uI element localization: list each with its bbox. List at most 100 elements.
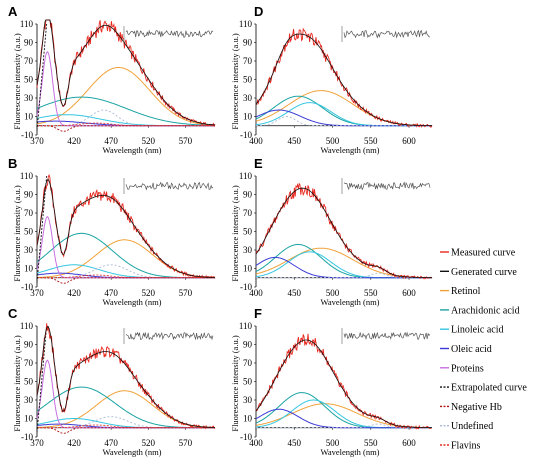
y-tick-label: 50 xyxy=(24,227,34,237)
legend-label-oleic: Oleic acid xyxy=(451,344,492,355)
x-tick-label: 470 xyxy=(104,136,118,146)
y-tick-label: -10 xyxy=(21,432,33,442)
y-tick-label: 110 xyxy=(239,171,253,181)
panel-letter: A xyxy=(8,4,18,19)
measured-curve xyxy=(255,27,433,128)
x-tick-label: 570 xyxy=(179,438,193,448)
flavins-curve xyxy=(37,274,215,279)
linoleic-curve xyxy=(255,251,432,279)
flavins-curve xyxy=(37,424,215,429)
residual-curve xyxy=(343,29,431,39)
panel-letter: E xyxy=(254,156,263,171)
retinol-curve xyxy=(255,403,433,429)
panel-b: B -10 10 30 50 70 90 110 370 420 470 520 570 Waveleng… xyxy=(8,156,216,307)
oleic-curve xyxy=(255,109,432,127)
x-tick-label: 450 xyxy=(288,136,302,146)
panel-e: E -10 10 30 50 70 90 110 400 450 500 550 600 Waveleng… xyxy=(230,156,433,307)
generated-curve xyxy=(36,326,215,428)
x-tick-label: 520 xyxy=(142,136,156,146)
measured-curve xyxy=(36,174,216,279)
y-tick-label: 50 xyxy=(243,75,253,85)
residual-curve xyxy=(125,331,214,341)
y-tick-label: -10 xyxy=(240,282,252,292)
linoleic-curve xyxy=(255,399,432,429)
measured-curve xyxy=(255,333,433,430)
y-tick-label: 70 xyxy=(243,358,253,368)
y-tick-label: 90 xyxy=(24,340,34,350)
y-tick-label: 10 xyxy=(243,112,253,122)
y-tick-label: 110 xyxy=(20,19,34,29)
x-tick-label: 500 xyxy=(326,136,340,146)
legend-label-flavins: Flavins xyxy=(451,441,481,452)
y-axis-title: Fluorescence intensity (a.u.) xyxy=(12,335,22,431)
y-tick-label: 70 xyxy=(24,208,34,218)
legend-label-retinol: Retinol xyxy=(451,286,481,297)
panel-letter: F xyxy=(254,306,262,321)
y-tick-label: 30 xyxy=(243,245,253,255)
flavins-curve xyxy=(37,122,215,127)
legend: Measured curve Generated curve Retinol Arac… xyxy=(440,248,527,452)
negative-hb-curve xyxy=(37,125,215,132)
retinol-curve xyxy=(37,239,215,278)
x-tick-label: 420 xyxy=(67,288,81,298)
x-axis-title: Wavelength (nm) xyxy=(320,145,379,155)
y-tick-label: 10 xyxy=(243,414,253,424)
y-tick-label: 30 xyxy=(24,93,34,103)
y-tick-label: 50 xyxy=(243,377,253,387)
undefined-curve xyxy=(256,272,432,279)
y-tick-label: -10 xyxy=(21,282,33,292)
y-tick-label: 110 xyxy=(20,171,34,181)
x-tick-label: 600 xyxy=(402,438,416,448)
y-tick-label: 50 xyxy=(24,75,34,85)
panel-c: C -10 10 30 50 70 90 110 370 420 470 520 570 Waveleng… xyxy=(8,306,216,457)
y-tick-label: 90 xyxy=(24,38,34,48)
residual-curve xyxy=(343,331,431,341)
y-tick-label: 50 xyxy=(243,227,253,237)
y-tick-label: 30 xyxy=(243,93,253,103)
arachidonic-curve xyxy=(36,96,215,126)
legend-label-arachidonic: Arachidonic acid xyxy=(451,305,520,316)
retinol-curve xyxy=(36,67,216,126)
extrapolated-curve xyxy=(36,23,48,131)
legend-label-extrapolated: Extrapolated curve xyxy=(451,383,527,394)
legend-label-undefined: Undefined xyxy=(451,421,493,432)
y-tick-label: 70 xyxy=(24,56,34,66)
y-tick-label: 90 xyxy=(243,340,253,350)
y-tick-label: 90 xyxy=(24,190,34,200)
y-tick-label: 70 xyxy=(24,358,34,368)
y-tick-label: 30 xyxy=(24,395,34,405)
y-axis-title: Fluorescence intensity (a.u.) xyxy=(230,185,240,281)
residual-curve xyxy=(125,181,214,191)
arachidonic-curve xyxy=(255,392,432,429)
y-tick-label: 110 xyxy=(20,321,34,331)
linoleic-curve xyxy=(36,418,215,429)
x-tick-label: 570 xyxy=(179,136,193,146)
x-tick-label: 550 xyxy=(364,288,378,298)
measured-curve xyxy=(255,182,433,280)
panel-f: F -10 10 30 50 70 90 110 400 450 500 550 600 Waveleng… xyxy=(230,306,433,457)
generated-curve xyxy=(255,339,433,429)
x-tick-label: 370 xyxy=(30,438,44,448)
y-axis-title: Fluorescence intensity (a.u.) xyxy=(230,33,240,129)
generated-curve xyxy=(36,19,215,126)
x-tick-label: 470 xyxy=(104,438,118,448)
arachidonic-curve xyxy=(255,95,432,127)
arachidonic-curve xyxy=(255,244,432,279)
proteins-curve xyxy=(36,359,215,429)
y-tick-label: 110 xyxy=(239,321,253,331)
x-tick-label: 600 xyxy=(402,136,416,146)
generated-curve xyxy=(255,187,432,279)
x-tick-label: 420 xyxy=(67,136,81,146)
residual-curve xyxy=(343,181,431,191)
x-axis-title: Wavelength (nm) xyxy=(320,297,379,307)
y-tick-label: 90 xyxy=(243,38,253,48)
x-tick-label: 370 xyxy=(30,288,44,298)
x-tick-label: 570 xyxy=(179,288,193,298)
y-tick-label: 50 xyxy=(24,377,34,387)
residual-curve xyxy=(125,29,214,38)
panel-d: D -10 10 30 50 70 90 110 400 450 500 550 600 Waveleng… xyxy=(230,4,433,155)
x-tick-label: 500 xyxy=(326,288,340,298)
legend-label-measured: Measured curve xyxy=(451,248,516,259)
y-tick-label: 70 xyxy=(243,208,253,218)
